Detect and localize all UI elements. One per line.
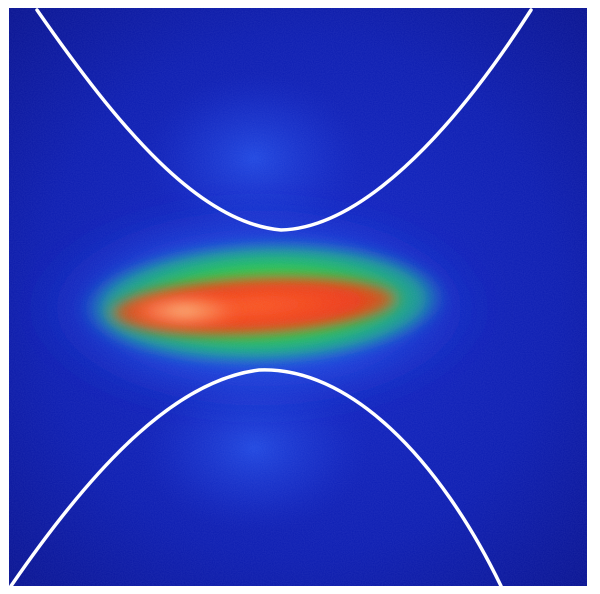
heatmap-svg (9, 8, 587, 586)
noise-overlay (9, 8, 587, 586)
lower-boundary-curve (9, 368, 503, 586)
upper-boundary-curve (35, 8, 533, 232)
heatmap-image (9, 8, 587, 586)
